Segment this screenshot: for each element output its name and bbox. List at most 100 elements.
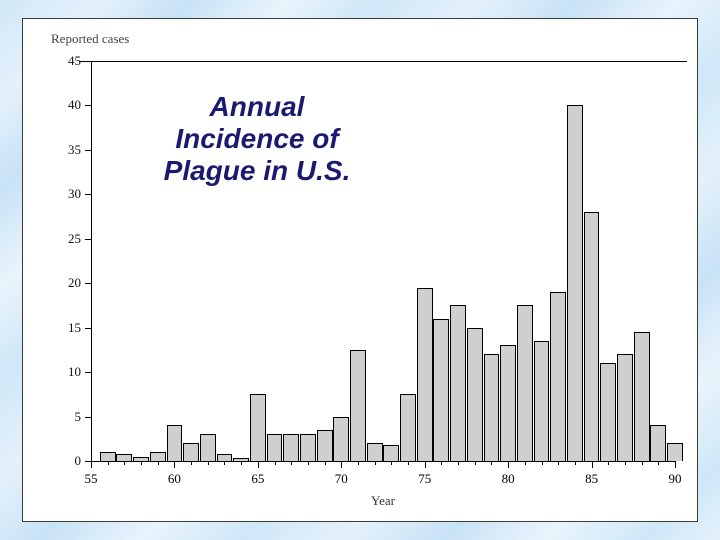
y-tick-label: 40 <box>41 97 81 113</box>
y-tick-label: 20 <box>41 275 81 291</box>
x-minor-tick <box>558 461 559 465</box>
x-minor-tick <box>291 461 292 465</box>
bar <box>116 454 132 461</box>
x-minor-tick <box>241 461 242 465</box>
x-tick-label: 60 <box>168 471 181 487</box>
bar <box>167 425 183 461</box>
bar <box>617 354 633 461</box>
y-tick-label: 45 <box>41 53 81 69</box>
bar <box>567 105 583 461</box>
bar <box>534 341 550 461</box>
bar <box>667 443 683 461</box>
y-tick-label: 10 <box>41 364 81 380</box>
x-minor-tick <box>441 461 442 465</box>
bar <box>233 458 249 461</box>
x-tick-label: 80 <box>502 471 515 487</box>
title-line-1: Annual <box>210 91 305 122</box>
x-tick-label: 85 <box>585 471 598 487</box>
x-minor-tick <box>275 461 276 465</box>
y-axis-title: Reported cases <box>51 31 129 47</box>
title-line-2: Incidence of <box>175 123 338 154</box>
x-minor-tick <box>224 461 225 465</box>
x-tick-label: 70 <box>335 471 348 487</box>
bar <box>450 305 466 461</box>
x-minor-tick <box>325 461 326 465</box>
bar <box>133 457 149 461</box>
bar <box>217 454 233 461</box>
x-minor-tick <box>625 461 626 465</box>
y-tick-label: 35 <box>41 142 81 158</box>
bar <box>433 319 449 461</box>
x-minor-tick <box>525 461 526 465</box>
x-tick-label: 75 <box>418 471 431 487</box>
y-tick <box>85 417 91 418</box>
x-minor-tick <box>575 461 576 465</box>
chart-title: Annual Incidence of Plague in U.S. <box>127 91 387 188</box>
x-minor-tick <box>658 461 659 465</box>
x-minor-tick <box>358 461 359 465</box>
x-minor-tick <box>491 461 492 465</box>
x-tick <box>675 461 676 468</box>
x-minor-tick <box>108 461 109 465</box>
y-tick-label: 5 <box>41 409 81 425</box>
bar <box>250 394 266 461</box>
axis-top-line <box>79 61 687 62</box>
y-tick-label: 15 <box>41 320 81 336</box>
x-minor-tick <box>308 461 309 465</box>
chart-page: Reported cases Year 05101520253035404555… <box>22 18 698 522</box>
x-minor-tick <box>375 461 376 465</box>
x-tick <box>174 461 175 468</box>
bar <box>183 443 199 461</box>
x-minor-tick <box>124 461 125 465</box>
bar <box>584 212 600 461</box>
y-tick <box>85 372 91 373</box>
bar <box>367 443 383 461</box>
bar <box>600 363 616 461</box>
x-minor-tick <box>408 461 409 465</box>
bar <box>283 434 299 461</box>
bar <box>650 425 666 461</box>
y-tick <box>85 328 91 329</box>
y-tick <box>85 150 91 151</box>
y-tick-label: 30 <box>41 186 81 202</box>
y-tick-label: 0 <box>41 453 81 469</box>
bar <box>100 452 116 461</box>
y-tick <box>85 194 91 195</box>
bar <box>150 452 166 461</box>
x-minor-tick <box>191 461 192 465</box>
y-tick <box>85 283 91 284</box>
bar <box>267 434 283 461</box>
bar <box>383 445 399 461</box>
x-minor-tick <box>608 461 609 465</box>
y-axis-line <box>91 61 92 461</box>
x-minor-tick <box>208 461 209 465</box>
x-tick <box>258 461 259 468</box>
bar <box>484 354 500 461</box>
bar <box>333 417 349 461</box>
bar <box>517 305 533 461</box>
bar <box>317 430 333 461</box>
x-tick <box>341 461 342 468</box>
x-tick <box>592 461 593 468</box>
x-minor-tick <box>158 461 159 465</box>
x-tick <box>508 461 509 468</box>
x-minor-tick <box>458 461 459 465</box>
bar <box>550 292 566 461</box>
y-tick <box>85 239 91 240</box>
x-minor-tick <box>391 461 392 465</box>
x-minor-tick <box>475 461 476 465</box>
x-tick <box>91 461 92 468</box>
title-line-3: Plague in U.S. <box>164 155 351 186</box>
bar <box>467 328 483 461</box>
x-minor-tick <box>542 461 543 465</box>
x-minor-tick <box>141 461 142 465</box>
bar <box>634 332 650 461</box>
y-tick <box>85 105 91 106</box>
y-tick-label: 25 <box>41 231 81 247</box>
bar <box>350 350 366 461</box>
bar <box>300 434 316 461</box>
bar <box>400 394 416 461</box>
x-axis-title: Year <box>371 493 395 509</box>
x-axis-line <box>91 461 675 462</box>
bar <box>500 345 516 461</box>
